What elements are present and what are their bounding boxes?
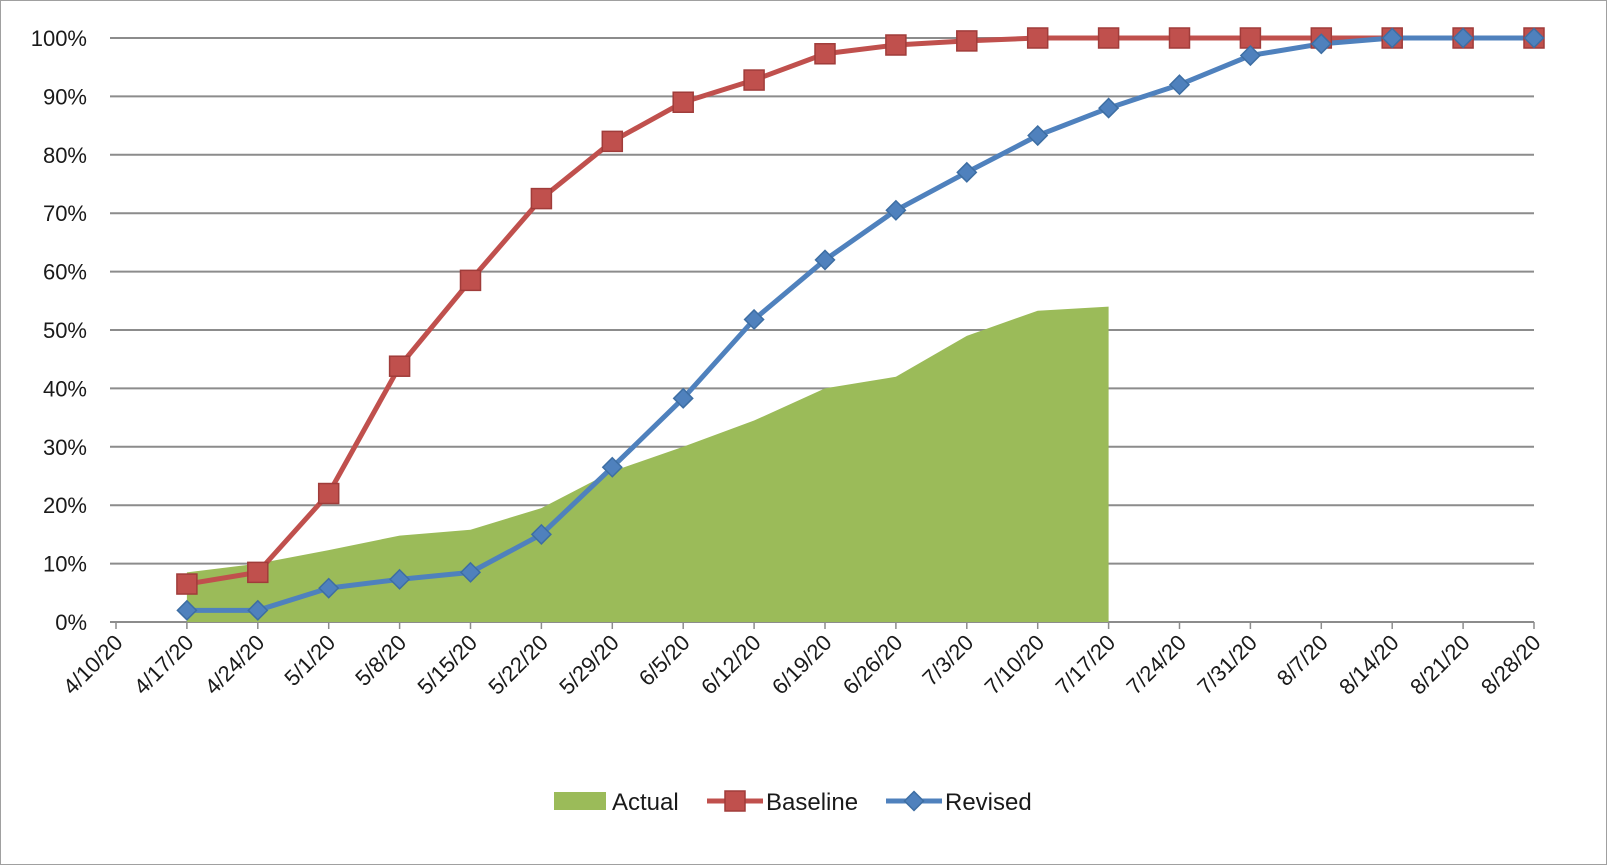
x-tick-label: 6/5/20 <box>634 630 695 691</box>
x-tick-label: 6/26/20 <box>838 630 908 700</box>
baseline-point <box>601 130 624 153</box>
baseline-point <box>956 30 978 52</box>
baseline-point <box>743 69 765 91</box>
x-tick-label: 8/7/20 <box>1272 630 1333 691</box>
legend-marker-baseline <box>724 790 746 812</box>
y-tick-label: 0% <box>55 610 87 635</box>
line-layer <box>186 35 1534 613</box>
revised-point <box>1381 27 1403 49</box>
revised-point <box>247 599 269 621</box>
baseline-line <box>186 35 1534 587</box>
x-axis-ticks: 4/10/20 4/17/20 4/24/20 5/1/20 5/8/20 5/15/20… <box>58 622 1546 699</box>
revised-point <box>318 577 340 599</box>
baseline-point <box>1097 27 1120 49</box>
x-tick-label: 8/14/20 <box>1334 630 1404 700</box>
x-tick-label: 7/10/20 <box>980 630 1050 700</box>
x-tick-label: 5/15/20 <box>412 630 482 700</box>
baseline-point <box>672 91 694 113</box>
x-tick-label: 8/21/20 <box>1405 630 1475 700</box>
baseline-point <box>176 573 198 595</box>
x-tick-label: 7/31/20 <box>1192 630 1262 700</box>
x-tick-label: 7/24/20 <box>1121 630 1191 700</box>
y-tick-label: 10% <box>43 552 87 577</box>
actual-area <box>186 306 1109 622</box>
revised-point <box>1239 44 1261 67</box>
legend: Actual Baseline Revised <box>554 789 1032 816</box>
revised-point <box>1098 97 1120 119</box>
revised-line <box>186 35 1534 613</box>
legend-label-baseline: Baseline <box>766 789 858 816</box>
baseline-point <box>530 187 553 210</box>
x-tick-label: 4/17/20 <box>129 630 199 700</box>
y-tick-label: 80% <box>43 143 87 168</box>
x-tick-label: 5/22/20 <box>483 630 553 700</box>
x-tick-label: 7/3/20 <box>917 630 978 691</box>
baseline-point <box>885 34 907 56</box>
y-tick-label: 60% <box>43 260 87 285</box>
revised-point <box>459 561 482 583</box>
revised-point <box>1027 124 1049 147</box>
revised-point <box>672 387 694 409</box>
revised-point <box>601 456 623 478</box>
x-tick-label: 5/29/20 <box>554 630 624 700</box>
y-tick-label: 30% <box>43 435 87 460</box>
y-tick-label: 100% <box>31 26 87 51</box>
baseline-point <box>459 269 482 292</box>
baseline-point <box>388 355 411 377</box>
x-tick-label: 4/10/20 <box>58 630 128 700</box>
x-tick-label: 5/8/20 <box>350 630 411 691</box>
legend-label-revised: Revised <box>945 789 1032 816</box>
revised-point <box>814 249 836 271</box>
legend-swatch-actual <box>554 792 606 810</box>
baseline-point <box>1168 27 1191 49</box>
x-tick-label: 7/17/20 <box>1051 630 1121 700</box>
baseline-point <box>1026 27 1049 49</box>
revised-point <box>176 599 198 621</box>
revised-point <box>743 308 765 331</box>
revised-point <box>885 199 907 221</box>
baseline-point <box>814 43 836 65</box>
marker-layer <box>176 27 1545 621</box>
revised-point <box>956 161 978 183</box>
revised-point <box>1523 27 1545 49</box>
y-tick-label: 90% <box>43 84 87 109</box>
revised-point <box>1452 27 1474 49</box>
y-tick-label: 70% <box>43 201 87 226</box>
x-tick-label: 8/28/20 <box>1476 630 1546 700</box>
legend-marker-revised <box>903 790 925 812</box>
y-tick-label: 40% <box>43 376 87 401</box>
x-tick-label: 6/12/20 <box>696 630 766 700</box>
baseline-point <box>317 482 340 505</box>
x-tick-label: 6/19/20 <box>767 630 837 700</box>
baseline-point <box>247 561 269 584</box>
x-tick-label: 5/1/20 <box>279 630 340 691</box>
revised-point <box>1168 74 1191 96</box>
area-layer <box>186 306 1109 622</box>
y-axis-ticks: 0% 10% 20% 30% 40% 50% 60% 70% 80% 90% 100% <box>31 26 87 635</box>
y-tick-label: 50% <box>43 318 87 343</box>
x-tick-label: 4/24/20 <box>200 630 270 700</box>
y-tick-label: 20% <box>43 493 87 518</box>
legend-label-actual: Actual <box>612 789 679 816</box>
revised-point <box>530 523 552 545</box>
revised-point <box>1310 33 1332 55</box>
revised-point <box>389 568 411 590</box>
